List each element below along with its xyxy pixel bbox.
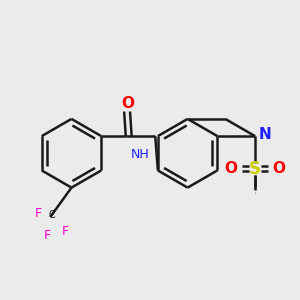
- Text: O: O: [272, 161, 285, 176]
- Text: O: O: [121, 96, 134, 111]
- Text: F: F: [44, 229, 50, 242]
- Text: O: O: [225, 161, 238, 176]
- Text: F: F: [61, 225, 68, 238]
- Text: C: C: [49, 210, 55, 220]
- Text: S: S: [249, 160, 261, 178]
- Text: N: N: [259, 127, 272, 142]
- Text: NH: NH: [131, 148, 150, 160]
- Text: F: F: [35, 207, 42, 220]
